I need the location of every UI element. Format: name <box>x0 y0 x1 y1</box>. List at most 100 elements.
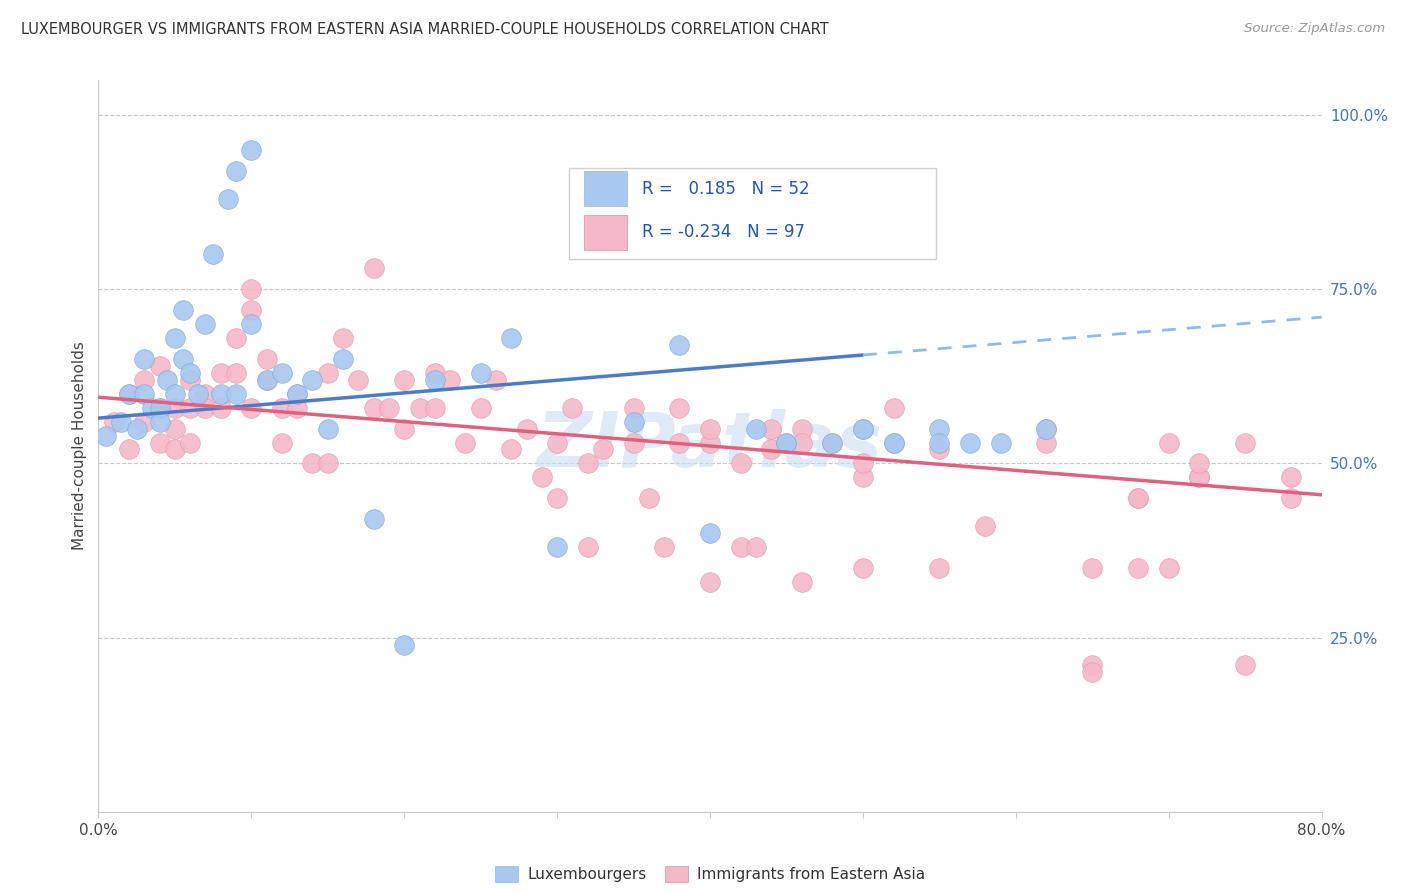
Point <box>470 401 492 415</box>
Point <box>392 421 416 435</box>
Point <box>699 526 721 541</box>
Point <box>501 442 523 457</box>
Point <box>179 401 201 415</box>
Point <box>256 351 278 366</box>
Point <box>392 638 416 652</box>
Point <box>775 435 797 450</box>
Point <box>439 373 461 387</box>
Y-axis label: Married-couple Households: Married-couple Households <box>72 342 87 550</box>
Point <box>209 386 232 401</box>
Point <box>928 421 950 435</box>
Point <box>423 373 446 387</box>
Point <box>883 401 905 415</box>
Point <box>270 401 292 415</box>
Point <box>1188 470 1211 484</box>
Point <box>149 359 172 373</box>
Point <box>149 435 172 450</box>
Point <box>332 351 354 366</box>
Point <box>637 491 661 506</box>
Point <box>118 386 141 401</box>
Point <box>187 386 209 401</box>
Point <box>363 261 385 276</box>
Point <box>1128 491 1150 506</box>
Point <box>363 512 385 526</box>
Point <box>1035 421 1057 435</box>
Point <box>699 574 721 589</box>
Point <box>1035 421 1057 435</box>
Bar <box>583 171 627 206</box>
Point <box>149 401 172 415</box>
Point <box>392 373 416 387</box>
Point <box>1157 561 1180 575</box>
Point <box>1081 665 1104 680</box>
Point <box>163 442 186 457</box>
Point <box>209 366 232 380</box>
Point <box>125 421 148 435</box>
Point <box>179 366 201 380</box>
Point <box>652 540 675 554</box>
Point <box>172 303 194 318</box>
Point <box>1128 491 1150 506</box>
Point <box>623 415 645 429</box>
Point <box>821 435 844 450</box>
Point <box>699 421 721 435</box>
Point <box>217 192 239 206</box>
Point <box>118 386 141 401</box>
Point <box>928 561 950 575</box>
Point <box>883 435 905 450</box>
Point <box>790 435 813 450</box>
Point <box>1157 435 1180 450</box>
Point <box>1188 457 1211 471</box>
Point <box>240 282 263 296</box>
Point <box>775 435 797 450</box>
Point <box>928 442 950 457</box>
Point <box>163 421 186 435</box>
Point <box>270 366 292 380</box>
Point <box>1279 491 1302 506</box>
Point <box>408 401 430 415</box>
Point <box>202 247 225 261</box>
Point <box>141 401 163 415</box>
Point <box>163 386 186 401</box>
Point <box>821 435 844 450</box>
Point <box>730 540 752 554</box>
Point <box>347 373 370 387</box>
Point <box>194 386 217 401</box>
Point <box>623 401 645 415</box>
Point <box>316 421 339 435</box>
Point <box>163 401 186 415</box>
Point <box>668 338 690 352</box>
Point <box>759 421 782 435</box>
Point <box>1279 470 1302 484</box>
Point <box>852 470 875 484</box>
Point <box>240 401 263 415</box>
Point <box>790 574 813 589</box>
Point <box>745 421 768 435</box>
Point <box>285 386 308 401</box>
Point <box>699 435 721 450</box>
Point <box>883 435 905 450</box>
Point <box>270 435 292 450</box>
Point <box>316 366 339 380</box>
Point <box>285 386 308 401</box>
Point <box>240 317 263 331</box>
Point <box>668 435 690 450</box>
Point <box>1035 435 1057 450</box>
Point <box>103 415 125 429</box>
Point <box>1128 561 1150 575</box>
Point <box>759 442 782 457</box>
Point <box>225 331 247 345</box>
Point <box>194 401 217 415</box>
Point <box>316 457 339 471</box>
Point <box>423 401 446 415</box>
Point <box>546 435 568 450</box>
Point <box>134 386 156 401</box>
Point <box>149 401 172 415</box>
Bar <box>583 215 627 250</box>
Point <box>225 366 247 380</box>
Point <box>730 457 752 471</box>
Point <box>1188 470 1211 484</box>
Point <box>745 540 768 554</box>
Point <box>990 435 1012 450</box>
Point <box>852 421 875 435</box>
